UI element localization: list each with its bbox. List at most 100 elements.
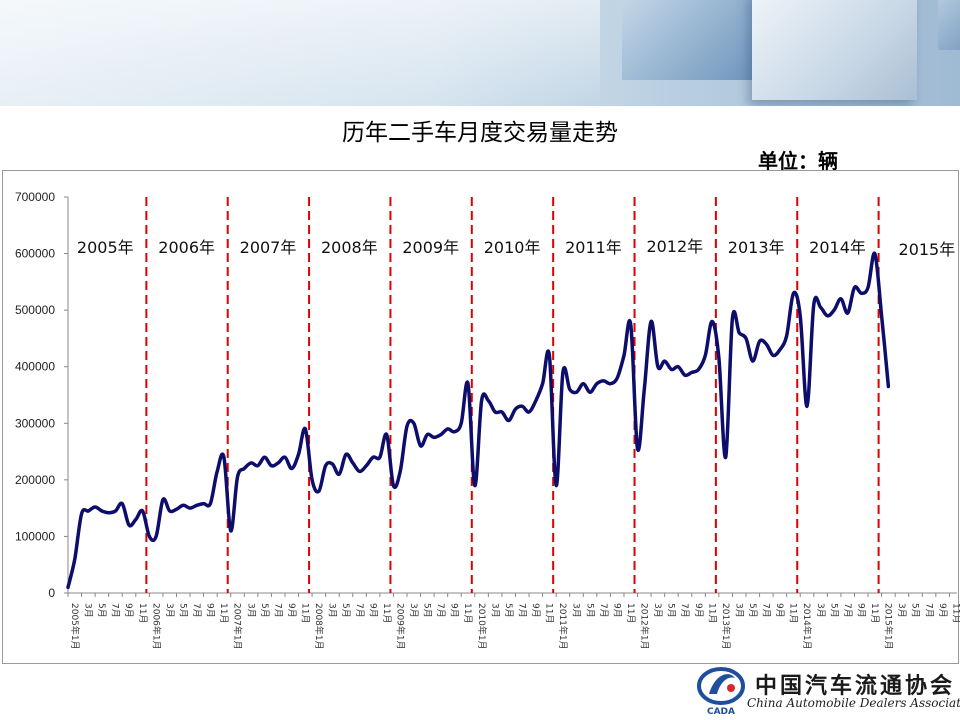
data-point xyxy=(650,320,652,322)
data-point xyxy=(413,422,415,424)
data-point xyxy=(467,383,469,385)
x-tick-label: 9月 xyxy=(774,603,785,618)
data-point xyxy=(596,383,598,385)
data-point xyxy=(406,425,408,427)
data-point xyxy=(548,354,550,356)
data-point xyxy=(725,456,727,458)
data-point xyxy=(833,309,835,311)
x-tick-label: 7月 xyxy=(923,603,934,618)
data-point xyxy=(352,462,354,464)
year-label: 2015年 xyxy=(899,240,956,259)
data-point xyxy=(636,448,638,450)
data-point xyxy=(284,456,286,458)
x-tick-label: 7月 xyxy=(272,603,283,618)
year-label: 2006年 xyxy=(158,238,215,257)
data-point xyxy=(114,510,116,512)
x-tick-label: 2011年1月 xyxy=(557,603,569,650)
year-label: 2009年 xyxy=(402,238,459,257)
data-point xyxy=(433,436,435,438)
x-tick-label: 5月 xyxy=(828,603,839,618)
data-point xyxy=(562,371,564,373)
x-tick-label: 11月 xyxy=(950,603,960,623)
x-tick-label: 3月 xyxy=(83,603,94,618)
data-point xyxy=(175,508,177,510)
x-tick-label: 7月 xyxy=(598,603,609,618)
x-tick-label: 5月 xyxy=(910,603,921,618)
y-tick-label: 0 xyxy=(48,586,55,600)
chart-title: 历年二手车月度交易量走势 xyxy=(342,120,618,146)
x-tick-label: 5月 xyxy=(422,603,433,618)
data-point xyxy=(162,499,164,501)
y-tick-label: 500000 xyxy=(15,303,55,317)
x-tick-label: 9月 xyxy=(123,603,134,618)
data-point xyxy=(623,354,625,356)
cada-logo-english-name: China Automobile Dealers Association xyxy=(747,696,960,710)
year-label: 2005年 xyxy=(77,238,134,257)
data-point xyxy=(277,462,279,464)
data-point xyxy=(569,388,571,390)
data-point xyxy=(128,524,130,526)
data-point xyxy=(74,558,76,560)
x-tick-label: 2010年1月 xyxy=(476,603,488,650)
data-point xyxy=(487,400,489,402)
chart-frame xyxy=(2,170,959,664)
year-label: 2013年 xyxy=(728,238,785,257)
data-point xyxy=(399,470,401,472)
data-point xyxy=(819,306,821,308)
data-point xyxy=(514,408,516,410)
x-tick-label: 2009年1月 xyxy=(394,603,406,650)
data-point xyxy=(691,371,693,373)
data-point xyxy=(291,467,293,469)
data-point xyxy=(521,405,523,407)
data-point xyxy=(304,428,306,430)
data-point xyxy=(589,391,591,393)
y-tick-label: 400000 xyxy=(15,360,55,374)
data-point xyxy=(182,504,184,506)
banner-cube-center xyxy=(752,0,917,100)
data-point xyxy=(202,502,204,504)
data-point xyxy=(257,465,259,467)
data-point xyxy=(474,484,476,486)
x-tick-label: 2005年1月 xyxy=(69,603,81,650)
data-point xyxy=(575,391,577,393)
y-tick-label: 200000 xyxy=(15,473,55,487)
data-point xyxy=(209,502,211,504)
x-tick-label: 3月 xyxy=(489,603,500,618)
data-point xyxy=(501,411,503,413)
data-point xyxy=(779,349,781,351)
x-tick-label: 11月 xyxy=(462,603,473,623)
x-tick-label: 9月 xyxy=(367,603,378,618)
x-tick-label: 7月 xyxy=(761,603,772,618)
data-point xyxy=(528,411,530,413)
data-point xyxy=(847,312,849,314)
banner-cube-right xyxy=(938,0,960,50)
x-tick-label: 2007年1月 xyxy=(232,603,244,650)
x-tick-label: 9月 xyxy=(937,603,948,618)
x-tick-label: 11月 xyxy=(869,603,880,623)
data-point xyxy=(80,513,82,515)
x-tick-label: 9月 xyxy=(286,603,297,618)
x-tick-label: 5月 xyxy=(666,603,677,618)
data-point xyxy=(331,463,333,465)
year-label: 2008年 xyxy=(321,238,378,257)
data-point xyxy=(189,507,191,509)
data-point xyxy=(447,428,449,430)
data-point xyxy=(87,510,89,512)
x-tick-label: 7月 xyxy=(435,603,446,618)
data-point xyxy=(792,292,794,294)
data-point xyxy=(799,315,801,317)
x-tick-label: 3月 xyxy=(815,603,826,618)
data-point xyxy=(860,292,862,294)
data-point xyxy=(148,535,150,537)
x-tick-label: 7月 xyxy=(110,603,121,618)
x-tick-label: 2012年1月 xyxy=(639,603,651,650)
data-point xyxy=(697,368,699,370)
data-point xyxy=(840,298,842,300)
x-tick-label: 7月 xyxy=(516,603,527,618)
data-point xyxy=(453,431,455,433)
data-point xyxy=(460,422,462,424)
data-point xyxy=(887,385,889,387)
data-point xyxy=(108,512,110,514)
data-point xyxy=(663,360,665,362)
data-point xyxy=(379,456,381,458)
